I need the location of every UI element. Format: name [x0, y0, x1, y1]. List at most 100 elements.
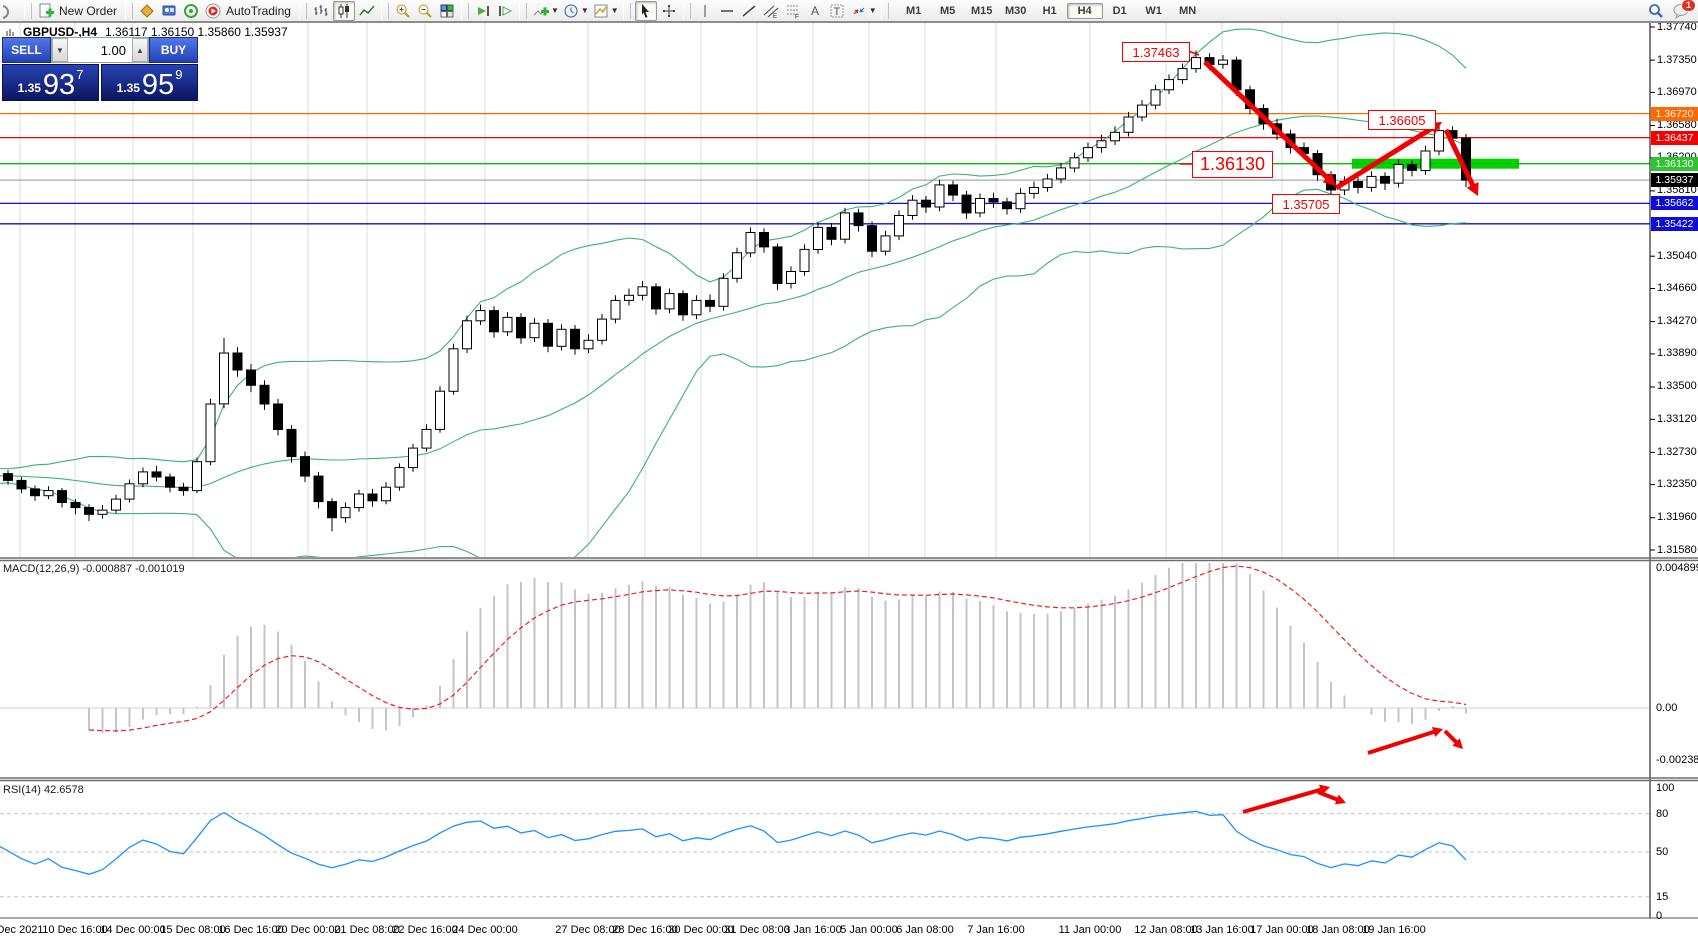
- svg-text:F: F: [795, 13, 799, 19]
- indicators-caret-icon[interactable]: ▼: [550, 6, 559, 15]
- time-axis-label[interactable]: 3 Jan 16:00: [784, 924, 842, 936]
- equidistant-channel-icon[interactable]: E: [761, 2, 781, 20]
- volume-input[interactable]: [68, 38, 132, 62]
- time-axis-label[interactable]: 16 Dec 16:00: [218, 924, 284, 936]
- candlestick-chart-icon[interactable]: [332, 0, 355, 21]
- time-axis-label[interactable]: 30 Dec 00:00: [668, 924, 734, 936]
- timeframe-mn[interactable]: MN: [1179, 4, 1197, 17]
- sell-price-display[interactable]: 1.35 93 7: [2, 64, 99, 101]
- time-axis-label[interactable]: 20 Dec 00:00: [275, 924, 341, 936]
- buy-price-pip: 9: [175, 67, 183, 82]
- broadcast-icon[interactable]: [181, 2, 201, 20]
- text-icon[interactable]: A: [805, 2, 825, 20]
- timeframe-m5[interactable]: M5: [940, 4, 956, 17]
- sell-button[interactable]: SELL: [2, 37, 51, 63]
- price-axis-tick[interactable]: 1.36970: [1657, 85, 1697, 98]
- time-axis-label[interactable]: 28 Dec 16:00: [612, 924, 678, 936]
- text-label-icon[interactable]: T: [827, 2, 847, 20]
- indicators-icon[interactable]: [531, 2, 551, 20]
- buy-price-display[interactable]: 1.35 95 9: [101, 64, 198, 101]
- new-order-icon[interactable]: [36, 2, 56, 20]
- volume-increase-button[interactable]: ▲: [132, 38, 148, 62]
- chat-icon[interactable]: 1: [1672, 0, 1696, 19]
- time-axis-label[interactable]: Dec 2021: [0, 924, 44, 936]
- templates-caret-icon[interactable]: ▼: [610, 6, 619, 15]
- time-axis-label[interactable]: 21 Dec 08:00: [334, 924, 400, 936]
- price-axis-tick[interactable]: 1.37740: [1657, 20, 1697, 33]
- time-axis-label[interactable]: 12 Jan 08:00: [1134, 924, 1198, 936]
- zoom-in-icon[interactable]: [393, 2, 413, 20]
- time-axis-label[interactable]: 10 Dec 16:00: [42, 924, 108, 936]
- cursor-icon[interactable]: [634, 0, 657, 21]
- diamond-icon[interactable]: [137, 2, 157, 20]
- timeframe-h4[interactable]: H4: [1066, 2, 1103, 19]
- new-order-button[interactable]: New Order: [59, 3, 118, 18]
- arrows-caret-icon[interactable]: ▼: [868, 6, 877, 15]
- buy-button[interactable]: BUY: [149, 37, 198, 63]
- sell-price-pip: 7: [76, 67, 84, 82]
- time-axis-label[interactable]: 22 Dec 16:00: [392, 924, 458, 936]
- autotrading-icon[interactable]: [203, 2, 223, 20]
- zoom-out-icon[interactable]: [415, 2, 435, 20]
- autotrading-button[interactable]: AutoTrading: [226, 3, 291, 18]
- annotation-low-label[interactable]: 1.35705: [1272, 194, 1340, 214]
- bar-chart-icon[interactable]: [311, 2, 331, 20]
- price-axis-tick[interactable]: 1.34660: [1657, 282, 1697, 294]
- timeframe-w1[interactable]: W1: [1145, 4, 1162, 17]
- time-axis-label[interactable]: 6 Jan 08:00: [896, 924, 954, 936]
- price-axis-tick[interactable]: 1.33120: [1657, 412, 1697, 425]
- timeframe-m1[interactable]: M1: [906, 4, 922, 17]
- timeframe-m15[interactable]: M15: [970, 4, 993, 17]
- periods-clock-icon[interactable]: [561, 2, 581, 20]
- buy-price-main: 95: [141, 69, 175, 101]
- timeframe-m30[interactable]: M30: [1004, 4, 1027, 17]
- chart-shift-icon[interactable]: [495, 2, 515, 20]
- price-axis-tick[interactable]: 1.33890: [1657, 347, 1697, 360]
- sell-price-main: 93: [42, 69, 76, 101]
- time-axis-label[interactable]: 15 Dec 08:00: [160, 924, 226, 936]
- autoscroll-icon[interactable]: [473, 2, 493, 20]
- timeframe-d1[interactable]: D1: [1112, 4, 1127, 17]
- price-axis-tick[interactable]: 1.36580: [1657, 118, 1697, 131]
- annotation-support-label[interactable]: 1.36130: [1192, 151, 1273, 178]
- periods-caret-icon[interactable]: ▼: [580, 6, 589, 15]
- time-axis-label[interactable]: 14 Dec 00:00: [100, 924, 166, 936]
- search-icon[interactable]: [1646, 2, 1666, 20]
- time-axis-label[interactable]: 31 Dec 08:00: [724, 924, 790, 936]
- time-axis-label[interactable]: 24 Dec 00:00: [452, 924, 518, 936]
- time-axis-label[interactable]: 5 Jan 00:00: [840, 924, 898, 936]
- annotation-resistance-label[interactable]: 1.36605: [1368, 110, 1436, 130]
- volume-decrease-button[interactable]: ▼: [52, 38, 68, 62]
- price-axis-tick[interactable]: 1.35040: [1657, 249, 1697, 262]
- metaeditor-icon[interactable]: [159, 2, 179, 20]
- arrows-tool-icon[interactable]: [849, 2, 869, 20]
- crosshair-icon[interactable]: [659, 2, 679, 20]
- price-axis-tick[interactable]: 1.34270: [1657, 315, 1697, 328]
- tile-windows-icon[interactable]: [437, 2, 457, 20]
- price-axis-tick[interactable]: 1.32350: [1657, 478, 1697, 491]
- price-axis-tick[interactable]: 1.32730: [1657, 445, 1697, 458]
- price-axis-tick[interactable]: 1.33500: [1657, 380, 1697, 393]
- time-axis-label[interactable]: 27 Dec 08:00: [555, 924, 621, 936]
- line-chart-icon[interactable]: [357, 2, 377, 20]
- price-axis-tick[interactable]: 1.31580: [1657, 543, 1697, 556]
- annotation-high-label[interactable]: 1.37463: [1122, 42, 1190, 62]
- trendline-icon[interactable]: [739, 2, 759, 20]
- templates-icon[interactable]: [591, 2, 611, 20]
- time-axis-label[interactable]: 17 Jan 00:00: [1250, 924, 1314, 936]
- price-level-badge: 1.35422: [1651, 216, 1698, 231]
- vertical-line-icon[interactable]: [695, 2, 715, 20]
- price-axis-tick[interactable]: 1.31960: [1657, 511, 1697, 524]
- time-axis-label[interactable]: 11 Jan 00:00: [1058, 924, 1122, 936]
- fibonacci-icon[interactable]: F: [783, 2, 803, 20]
- time-axis-label[interactable]: 19 Jan 16:00: [1362, 924, 1426, 936]
- horizontal-line-icon[interactable]: [717, 2, 737, 20]
- timeframe-h1[interactable]: H1: [1042, 4, 1057, 17]
- time-axis-label[interactable]: 13 Jan 16:00: [1190, 924, 1254, 936]
- price-axis-tick[interactable]: 1.35810: [1657, 184, 1697, 197]
- price-axis-tick[interactable]: 1.37350: [1657, 53, 1697, 66]
- time-axis-label[interactable]: 7 Jan 16:00: [967, 924, 1025, 936]
- time-axis-label[interactable]: 18 Jan 08:00: [1306, 924, 1370, 936]
